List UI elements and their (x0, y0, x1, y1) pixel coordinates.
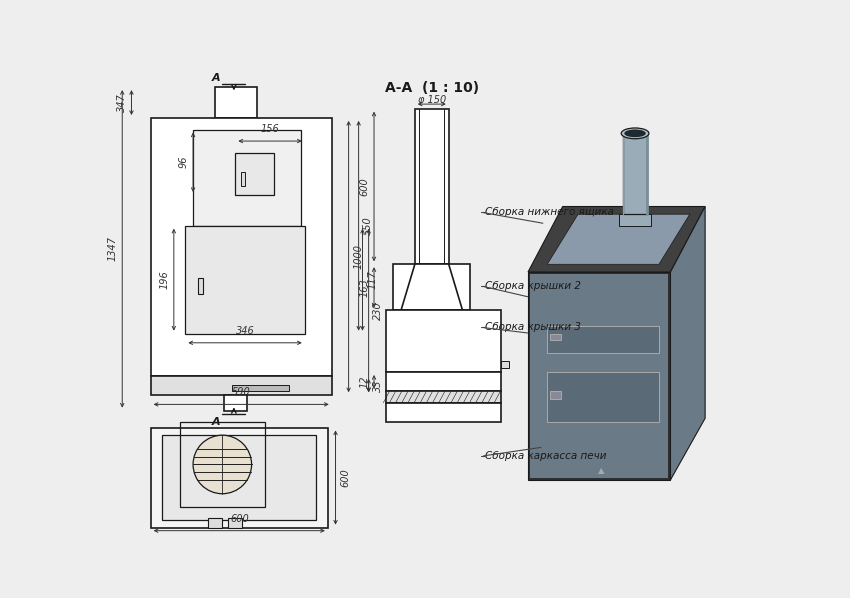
Text: Сборка нижнего ящика: Сборка нижнего ящика (484, 207, 614, 217)
Bar (150, 118, 332, 376)
Text: 600: 600 (360, 177, 370, 196)
Text: 1347: 1347 (108, 236, 117, 261)
Polygon shape (619, 214, 651, 226)
Bar (228, 518, 241, 527)
Text: A: A (212, 72, 220, 83)
Text: A: A (212, 417, 220, 427)
Bar (215, 87, 257, 118)
Bar (150, 376, 332, 395)
Text: 346: 346 (235, 326, 254, 336)
Text: Сборка крышки 3: Сборка крышки 3 (484, 322, 581, 332)
Bar (241, 172, 246, 186)
Bar (162, 435, 316, 520)
Polygon shape (547, 214, 689, 264)
Bar (547, 326, 659, 353)
Bar (386, 372, 501, 391)
Bar (208, 518, 223, 527)
Text: 1000: 1000 (354, 244, 363, 269)
Text: Сборка крышки 2: Сборка крышки 2 (484, 281, 581, 291)
Text: 600: 600 (340, 468, 350, 487)
Polygon shape (671, 206, 705, 480)
Text: 196: 196 (159, 270, 169, 289)
Text: 590: 590 (232, 388, 251, 398)
Text: 33: 33 (373, 379, 383, 392)
Ellipse shape (624, 130, 646, 137)
Text: RMN.RU: RMN.RU (171, 491, 285, 515)
Text: 347: 347 (116, 93, 127, 112)
Polygon shape (528, 206, 706, 272)
Text: 600: 600 (230, 514, 249, 524)
Text: 117: 117 (367, 270, 377, 289)
Polygon shape (528, 272, 671, 480)
Bar (224, 395, 247, 411)
Bar (386, 310, 501, 372)
Text: Сборка каркасса печи: Сборка каркасса печи (484, 451, 606, 461)
Text: 156: 156 (261, 124, 280, 134)
Polygon shape (623, 133, 648, 214)
Text: φ 150: φ 150 (417, 95, 446, 105)
Bar (386, 403, 501, 422)
Text: 230: 230 (373, 301, 383, 320)
Polygon shape (530, 274, 668, 478)
Bar (550, 334, 561, 340)
Bar (193, 130, 301, 226)
Bar (394, 264, 470, 310)
Text: 550: 550 (363, 216, 373, 235)
Text: 12: 12 (360, 376, 370, 388)
Text: 163: 163 (360, 278, 370, 297)
Bar (235, 152, 274, 195)
Bar (501, 361, 509, 368)
Bar (386, 391, 501, 403)
Text: A-A  (1 : 10): A-A (1 : 10) (385, 81, 479, 95)
Bar (180, 422, 264, 507)
Bar (550, 391, 561, 399)
Bar (185, 226, 304, 334)
Bar (231, 385, 289, 391)
Ellipse shape (621, 128, 649, 139)
Bar (150, 428, 328, 527)
Text: ▲: ▲ (598, 466, 604, 475)
Bar (198, 278, 203, 294)
Text: 96: 96 (178, 156, 189, 169)
Bar (547, 372, 659, 422)
Circle shape (193, 435, 252, 494)
Bar (415, 109, 450, 264)
